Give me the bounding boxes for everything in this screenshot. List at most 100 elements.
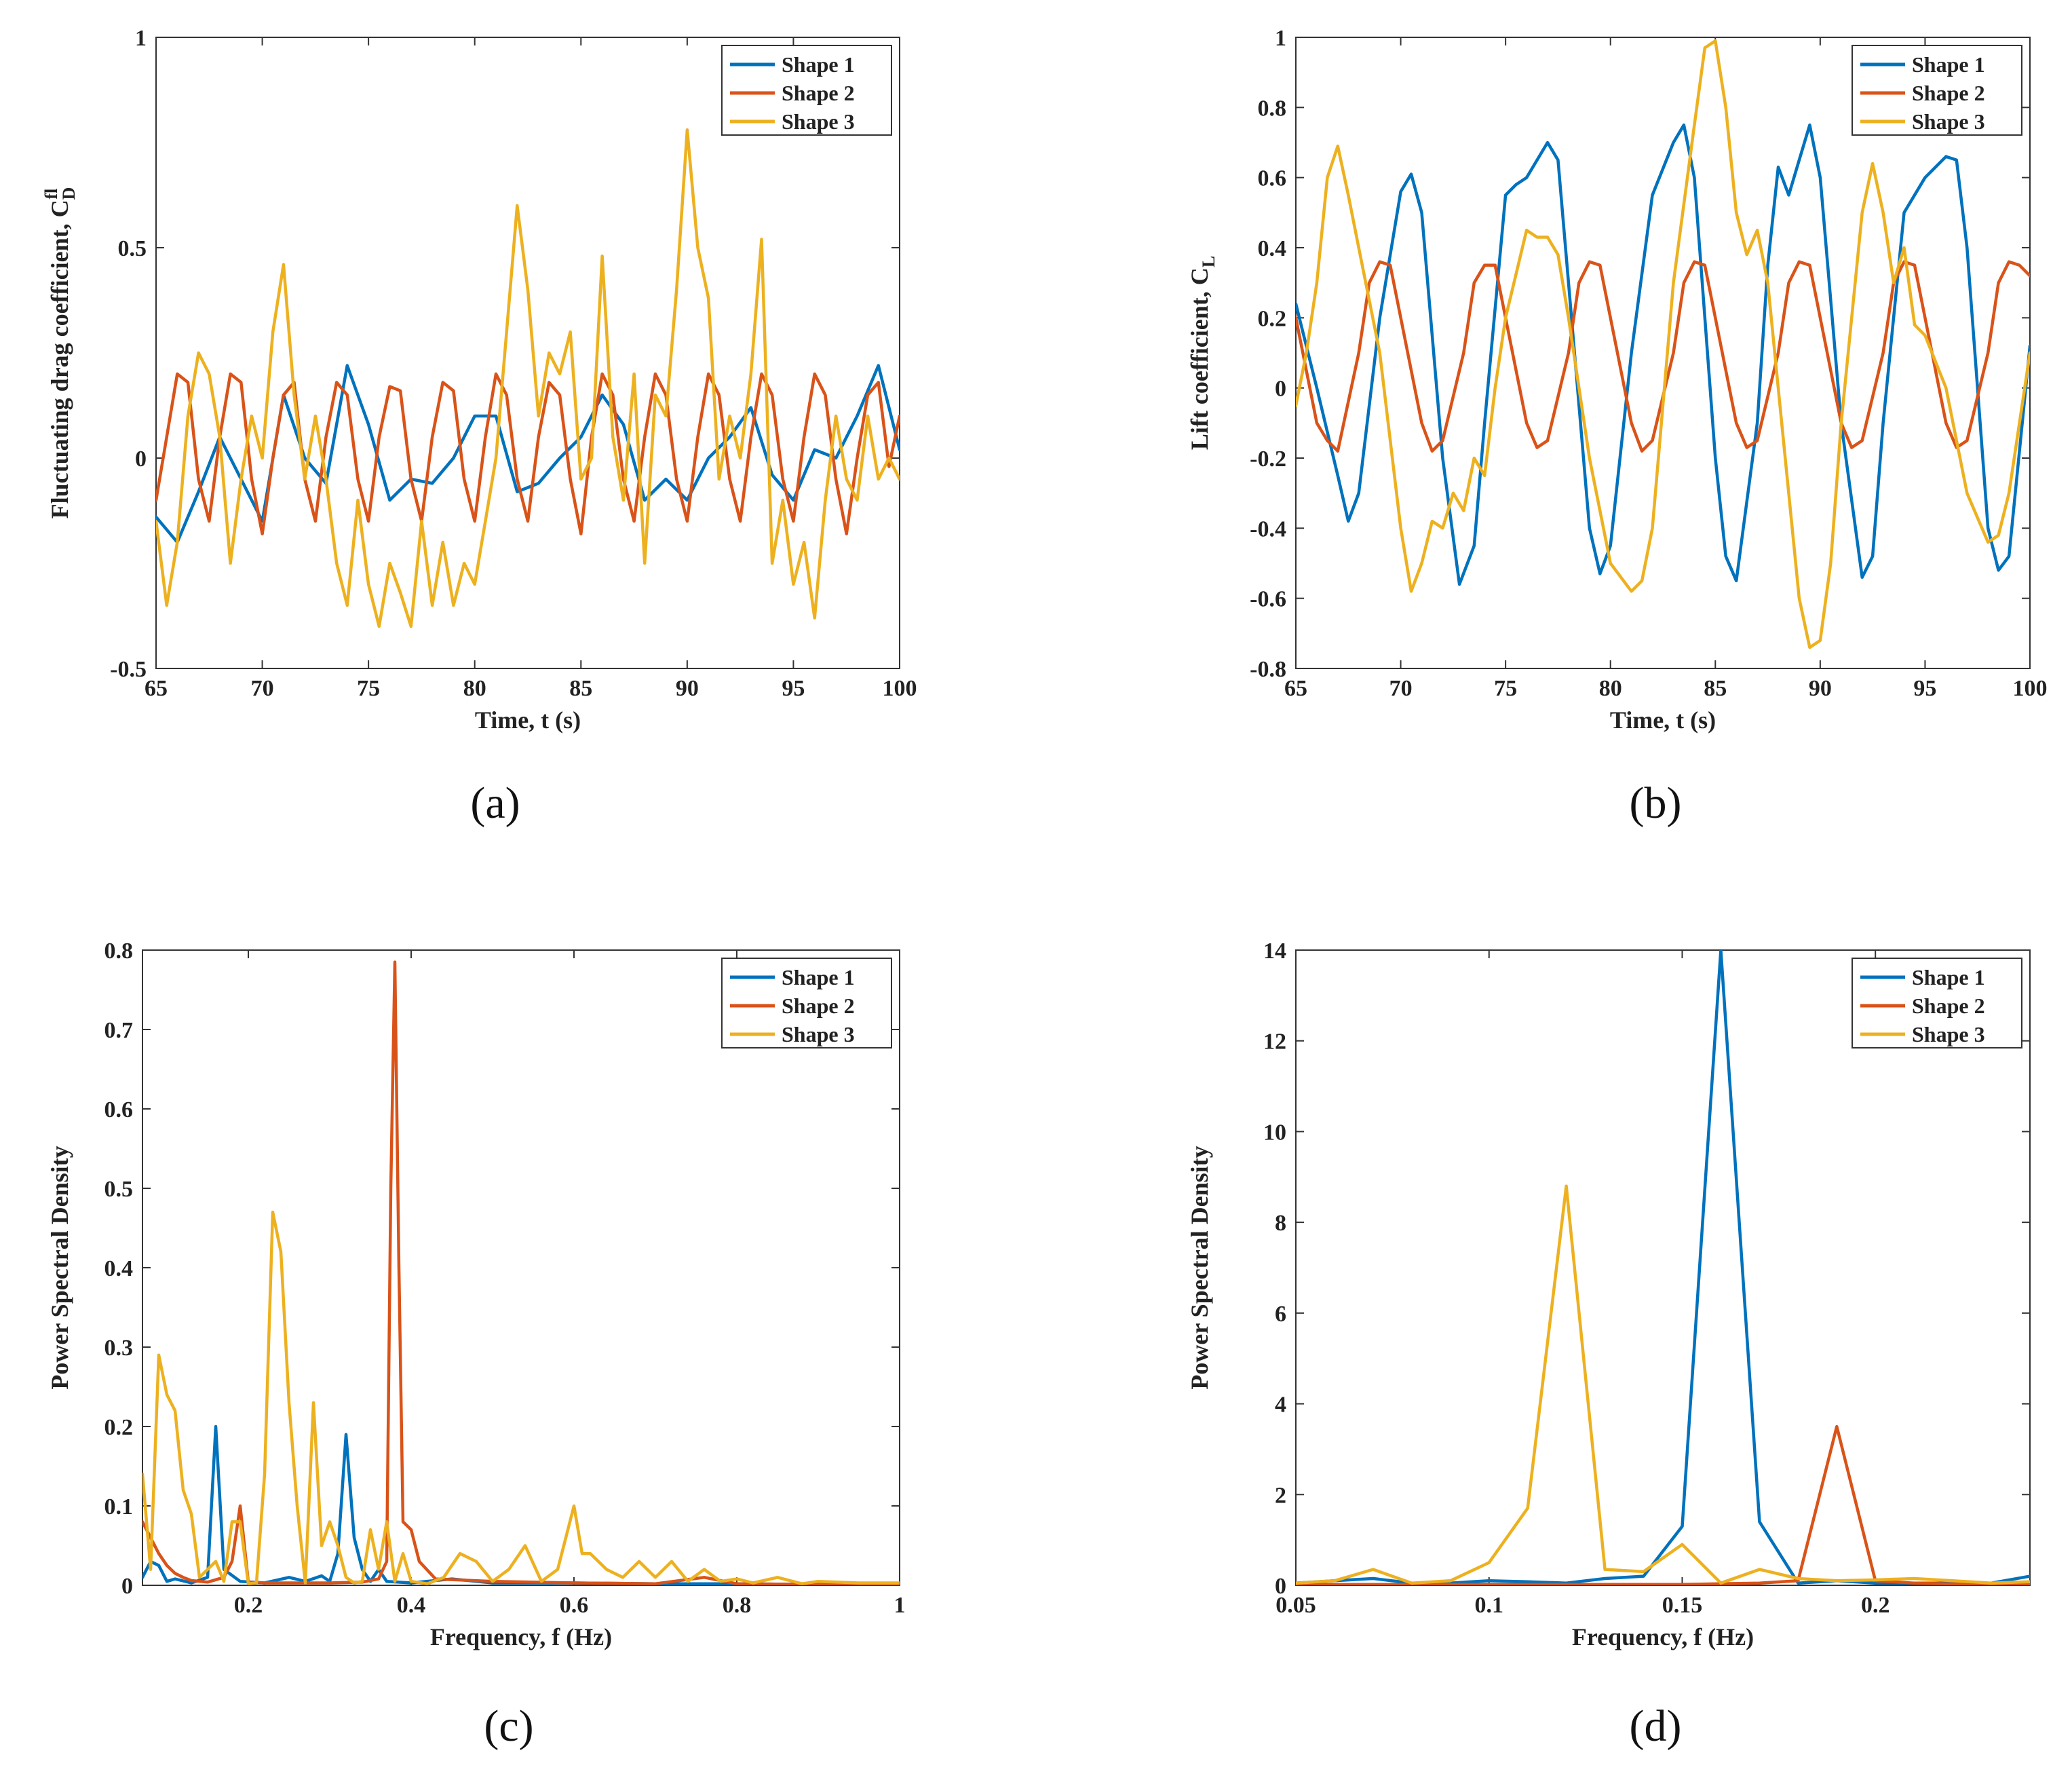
y-tick-label: 14 [1263, 939, 1286, 964]
series-group [1296, 39, 2030, 649]
x-tick-label: 0.05 [1275, 1593, 1316, 1618]
series-line-3 [1296, 1184, 2030, 1585]
series-line-2 [1296, 1424, 2030, 1585]
x-tick-label: 90 [1809, 676, 1832, 701]
y-tick-label: 0.7 [104, 1018, 134, 1043]
x-tick-label: 80 [1599, 676, 1622, 701]
legend-label-3: Shape 3 [782, 109, 855, 134]
x-tick-label: 85 [1704, 676, 1727, 701]
y-tick-label: 0.8 [1258, 96, 1287, 121]
x-tick-label: 0.2 [234, 1593, 263, 1618]
legend-label-2: Shape 2 [1912, 994, 1985, 1018]
x-tick-label: 70 [1389, 676, 1413, 701]
x-tick-label: 75 [357, 676, 380, 701]
x-axis-label: Time, t (s) [1610, 706, 1716, 734]
y-tick-label: 8 [1275, 1211, 1286, 1236]
series-line-1 [142, 1424, 900, 1585]
legend-label-1: Shape 1 [1912, 52, 1985, 77]
y-tick-label: -0.8 [1250, 657, 1286, 682]
y-tick-label: 0.8 [104, 939, 134, 964]
y-axis-label: Power Spectral Density [46, 1146, 73, 1389]
x-tick-label: 75 [1494, 676, 1517, 701]
x-tick-label: 95 [1913, 676, 1936, 701]
series-group [142, 960, 900, 1585]
y-tick-label: -0.2 [1250, 447, 1286, 472]
y-tick-label: 1 [1275, 26, 1286, 51]
chart-panel-c: 0.2 0.4 0.6 0.8 1 0 0.1 0.2 0.3 0.4 0.5 0.6 0.7 0.8 Fr… [46, 939, 906, 1751]
legend: Shape 1 Shape 2 Shape 3 [721, 45, 892, 136]
y-tick-label: 0.3 [104, 1336, 134, 1361]
legend-label-2: Shape 2 [1912, 81, 1985, 105]
chart-panel-a: 65 70 75 80 85 90 95 100 -0.5 0 0.5 1 Time, t (s) Flu… [41, 26, 917, 828]
x-tick-label: 70 [251, 676, 274, 701]
legend: Shape 1 Shape 2 Shape 3 [721, 958, 892, 1048]
legend-label-3: Shape 3 [1912, 109, 1985, 134]
panel-caption: (a) [470, 778, 520, 828]
series-group [1296, 950, 2030, 1585]
y-tick-label: 4 [1275, 1393, 1286, 1418]
panel-caption: (c) [484, 1701, 533, 1751]
y-axis-label-subscript: D [59, 187, 79, 200]
y-tick-label: 0.6 [104, 1097, 134, 1122]
x-axis-label: Frequency, f (Hz) [1572, 1623, 1754, 1650]
y-axis-label: Power Spectral Density [1186, 1146, 1213, 1389]
y-tick-label: 2 [1275, 1483, 1286, 1508]
y-axis-label: Lift coefficient, CL [1186, 256, 1219, 450]
y-tick-label: 10 [1263, 1120, 1286, 1145]
series-group [156, 128, 900, 628]
x-tick-label: 65 [145, 676, 168, 701]
x-axis-label: Time, t (s) [475, 706, 581, 734]
x-tick-label: 0.2 [1861, 1593, 1890, 1618]
series-line-2 [1296, 260, 2030, 453]
x-tick-label: 85 [569, 676, 592, 701]
y-axis-label-subscript: L [1199, 256, 1219, 267]
x-tick-label: 0.1 [1474, 1593, 1503, 1618]
y-tick-label: 0 [1275, 1574, 1286, 1599]
series-line-3 [156, 128, 900, 628]
legend-label-2: Shape 2 [782, 994, 855, 1018]
series-line-2 [142, 960, 900, 1585]
y-axis-label: Fluctuating drag coefficient, CDfl [41, 187, 79, 519]
y-tick-label: 12 [1263, 1029, 1286, 1055]
series-line-2 [156, 372, 900, 535]
plot-area-frame [155, 37, 900, 669]
x-tick-label: 100 [2013, 676, 2048, 701]
y-tick-label: 0.5 [118, 236, 147, 261]
x-tick-label: 0.6 [560, 1593, 589, 1618]
y-tick-label: 0.1 [104, 1494, 134, 1519]
legend-label-1: Shape 1 [782, 52, 855, 77]
y-axis-label-superscript: fl [41, 189, 61, 200]
legend-label-2: Shape 2 [782, 81, 855, 105]
series-line-1 [1296, 123, 2030, 586]
x-tick-label: 100 [883, 676, 917, 701]
y-tick-label: 0.4 [104, 1256, 134, 1281]
y-tick-label: -0.4 [1250, 516, 1286, 542]
y-tick-label: 0 [135, 447, 147, 472]
y-tick-label: -0.6 [1250, 587, 1286, 612]
y-tick-label: 0.2 [104, 1415, 134, 1440]
legend-label-1: Shape 1 [1912, 965, 1985, 989]
x-axis-label: Frequency, f (Hz) [430, 1623, 612, 1650]
y-tick-label: 0 [1275, 377, 1286, 402]
panel-caption: (b) [1630, 778, 1682, 828]
y-tick-label: 0.6 [1258, 166, 1287, 191]
panel-caption: (d) [1630, 1701, 1682, 1751]
legend-label-3: Shape 3 [782, 1022, 855, 1046]
legend: Shape 1 Shape 2 Shape 3 [1852, 958, 2022, 1048]
legend-label-1: Shape 1 [782, 965, 855, 989]
legend-label-3: Shape 3 [1912, 1022, 1985, 1046]
x-tick-label: 1 [894, 1593, 906, 1618]
y-tick-label: 0.5 [104, 1177, 134, 1202]
legend: Shape 1 Shape 2 Shape 3 [1852, 45, 2022, 136]
series-line-3 [142, 1210, 900, 1585]
y-tick-label: 1 [135, 26, 147, 51]
y-tick-label: 0.4 [1258, 236, 1287, 261]
x-tick-label: 0.4 [397, 1593, 426, 1618]
x-tick-label: 90 [676, 676, 699, 701]
series-line-3 [1296, 39, 2030, 649]
y-tick-label: 6 [1275, 1302, 1286, 1327]
x-tick-label: 80 [463, 676, 486, 701]
x-tick-label: 0.15 [1662, 1593, 1703, 1618]
y-tick-label: 0.2 [1258, 306, 1287, 331]
